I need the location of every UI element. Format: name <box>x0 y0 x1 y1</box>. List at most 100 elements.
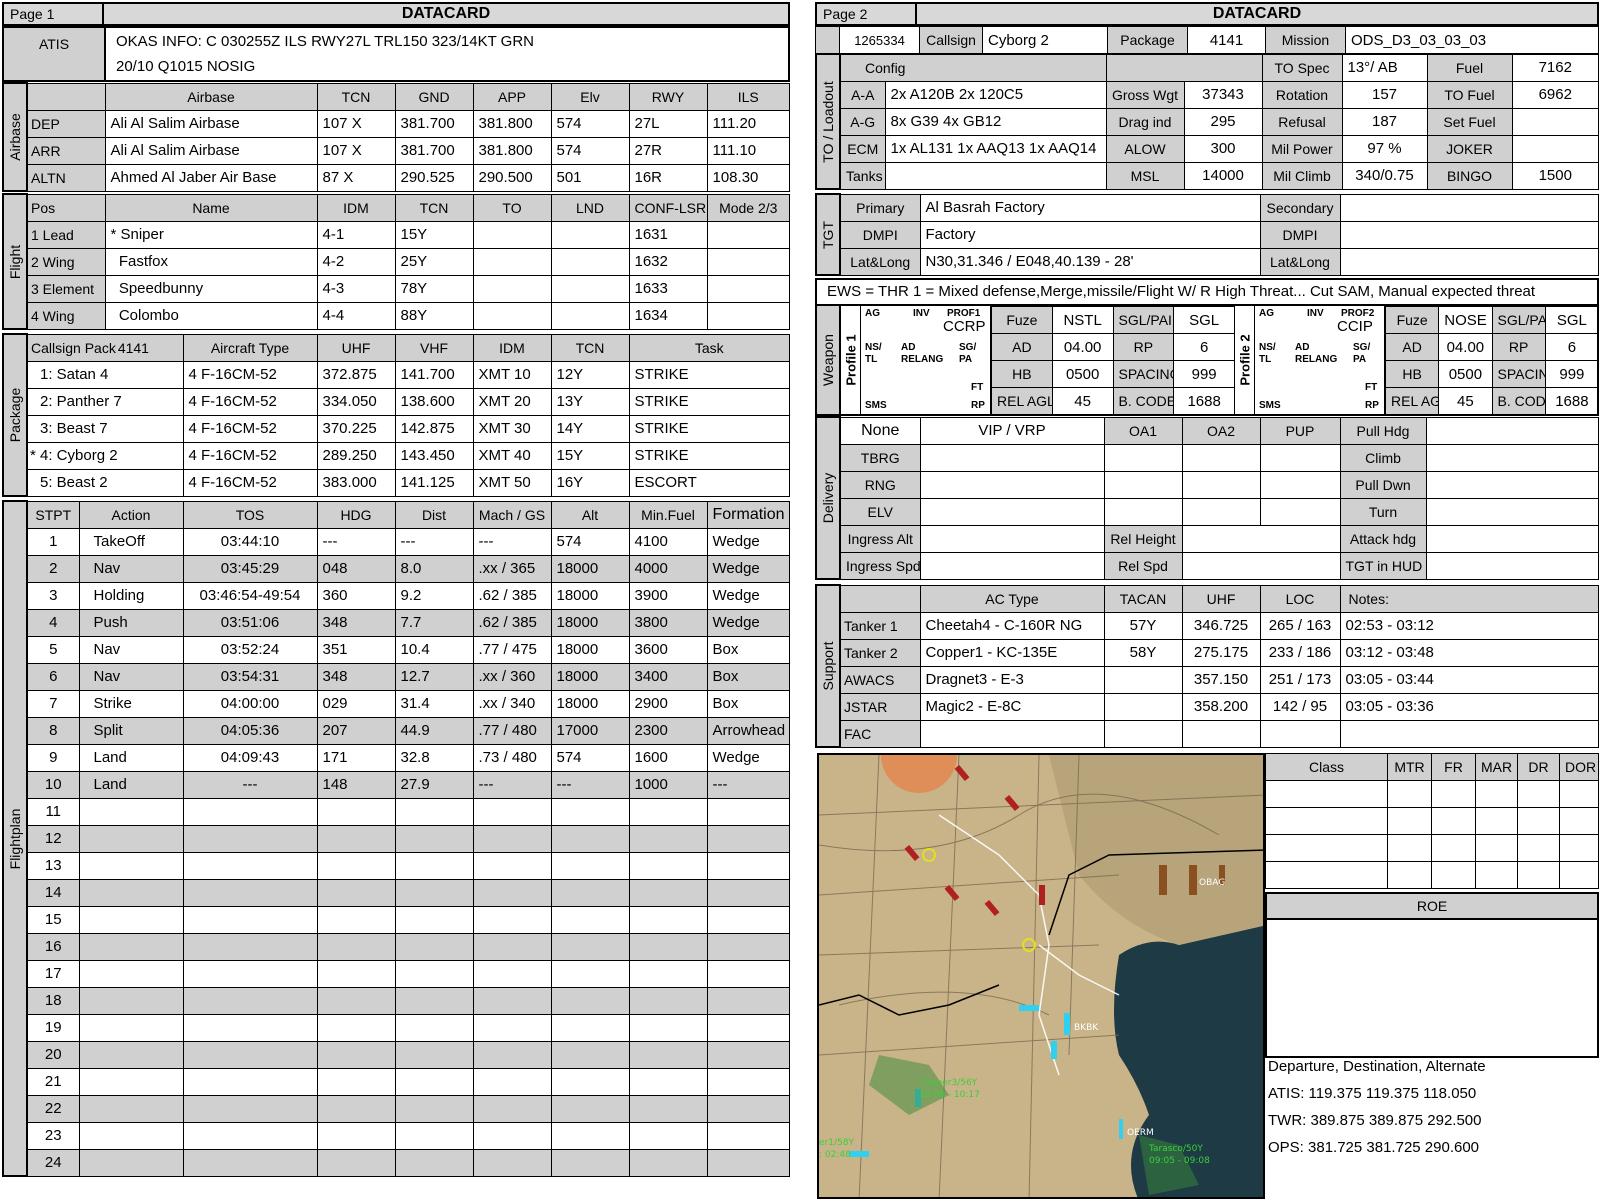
weapon-field-label: REL AGL <box>1384 387 1440 415</box>
flightplan-cell <box>550 797 630 826</box>
flight-col-header: Pos <box>26 193 106 222</box>
flightplan-cell: 148 <box>316 770 396 799</box>
package-cell: 138.600 <box>394 387 474 416</box>
flight-cell <box>472 247 552 276</box>
weapon-field-label: SGL/PAIR <box>1112 306 1175 334</box>
flightplan-cell <box>182 824 318 853</box>
weapon-field-label: RP <box>1112 333 1175 361</box>
flightplan-cell: 15 <box>26 905 80 934</box>
flightplan-cell <box>706 1067 790 1096</box>
airbase-section: Airbase <box>2 82 28 192</box>
flightplan-cell <box>628 1148 708 1177</box>
weapon-block: Weapon Profile 1 AG INV PROF1 CCRP NS/TL AD REL… <box>815 304 1600 416</box>
weapon-field-label: HB <box>991 360 1053 388</box>
package-cell: 14Y <box>550 414 630 443</box>
airbase-table: Airbase Airbase TCN GND APP Elv RWY ILS DEP Ali A… <box>2 82 790 192</box>
flightplan-cell: 11 <box>26 797 80 826</box>
flightplan-cell <box>550 1040 630 1069</box>
airbase-col-header: APP <box>472 82 552 111</box>
page1-number: Page 1 <box>4 4 104 24</box>
flight-cell <box>550 247 630 276</box>
flightplan-cell <box>706 824 790 853</box>
flightplan-cell: 24 <box>26 1148 80 1177</box>
package-cell: XMT 20 <box>472 387 552 416</box>
flightplan-cell <box>550 851 630 880</box>
flightplan-cell <box>78 959 184 988</box>
flightplan-cell <box>394 1148 474 1177</box>
airbase-section-label: Airbase <box>7 113 23 161</box>
support-cell: 02:53 - 03:12 <box>1339 611 1599 640</box>
flightplan-cell: --- <box>472 770 552 799</box>
flight-cell <box>706 301 790 330</box>
package-cell: 13Y <box>550 387 630 416</box>
flightplan-cell <box>550 905 630 934</box>
map-label-tanker-time: : 02:48 <box>819 1150 851 1160</box>
freq-ops: OPS: 381.725 381.725 290.600 <box>1268 1139 1480 1156</box>
package-col-header: Task <box>628 333 790 362</box>
flightplan-cell: 4000 <box>628 554 708 583</box>
flightplan-cell <box>78 986 184 1015</box>
package-cell: ESCORT <box>628 468 790 497</box>
loadout-cell: 340/0.75 <box>1341 161 1428 190</box>
fuel-label: Fuel <box>1426 53 1513 82</box>
support-cell: 03:05 - 03:36 <box>1339 692 1599 721</box>
tgt-cell <box>1339 220 1599 249</box>
flight-cell: 1632 <box>628 247 708 276</box>
flightplan-cell: 351 <box>316 635 396 664</box>
flightplan-cell: Box <box>706 635 790 664</box>
flightplan-cell: Box <box>706 689 790 718</box>
loadout-cell: Tanks <box>839 161 886 190</box>
flightplan-cell <box>628 1094 708 1123</box>
support-cell: Magic2 - E-8C <box>919 692 1105 721</box>
flightplan-cell <box>316 824 396 853</box>
tgt-cell: N30,31.346 / E048,40.139 - 28' <box>919 247 1261 276</box>
flightplan-cell: TakeOff <box>78 527 184 556</box>
area-map[interactable]: Copper3/56Y 10:08 - 10:17 er1/58Y : 02:4… <box>817 753 1265 1199</box>
flightplan-cell <box>628 1040 708 1069</box>
p2-top-row: 1265334 Callsign Cyborg 2 Package 4141 M… <box>815 26 1599 54</box>
support-cell: 58Y <box>1103 638 1183 667</box>
package-cell: 383.000 <box>316 468 396 497</box>
support-cell: 275.175 <box>1181 638 1261 667</box>
support-cell: 03:12 - 03:48 <box>1339 638 1599 667</box>
mission-label: Mission <box>1265 26 1346 54</box>
package-col-header: UHF <box>316 333 396 362</box>
flightplan-cell: 9.2 <box>394 581 474 610</box>
support-section-label: Support <box>820 641 836 691</box>
flightplan-cell <box>472 1067 552 1096</box>
weapon-field-value: 04.00 <box>1438 333 1493 361</box>
flightplan-cell <box>78 1121 184 1150</box>
package-cell: 143.450 <box>394 441 474 470</box>
flight-table: Flight Pos Name IDM TCN TO LND CONF-LSR Mode 2/3… <box>2 193 790 330</box>
map-label-tarasco-time: 09:05 - 09:08 <box>1149 1156 1210 1166</box>
callsign-label: Callsign <box>919 26 983 54</box>
package-cell: 370.225 <box>316 414 396 443</box>
threat-table: Class MTR FR MAR DR DOR <box>1265 753 1599 889</box>
flightplan-cell <box>472 1040 552 1069</box>
support-cell <box>1339 719 1599 748</box>
loadout-cell: Rotation <box>1261 80 1343 109</box>
flight-cell <box>550 220 630 249</box>
flightplan-cell <box>706 1013 790 1042</box>
flightplan-cell: Push <box>78 608 184 637</box>
flightplan-cell <box>316 797 396 826</box>
package-cell: * 4: Cyborg 2 <box>26 441 184 470</box>
airbase-cell: 87 X <box>316 163 396 192</box>
flightplan-cell: 04:00:00 <box>182 689 318 718</box>
flight-cell: 4-3 <box>316 274 396 303</box>
loadout-cell: A-G <box>839 107 886 136</box>
to-spec-value: 13°/ AB <box>1341 53 1428 82</box>
loadout-cell: ALOW <box>1105 134 1185 163</box>
package-table: Package Callsign Pack 4141 Aircraft Type UHF… <box>2 333 790 497</box>
flightplan-cell: --- <box>182 770 318 799</box>
tgt-cell: Al Basrah Factory <box>919 193 1261 222</box>
package-value: 4141 <box>1187 26 1266 54</box>
airbase-col-header: Airbase <box>104 82 318 111</box>
flightplan-cell: 4 <box>26 608 80 637</box>
weapon-field-value: 1688 <box>1544 387 1600 415</box>
flightplan-cell: 10.4 <box>394 635 474 664</box>
fuel-value: 7162 <box>1511 53 1599 82</box>
airbase-col-header: TCN <box>316 82 396 111</box>
flightplan-cell: 04:09:43 <box>182 743 318 772</box>
airbase-col-header <box>26 82 106 111</box>
